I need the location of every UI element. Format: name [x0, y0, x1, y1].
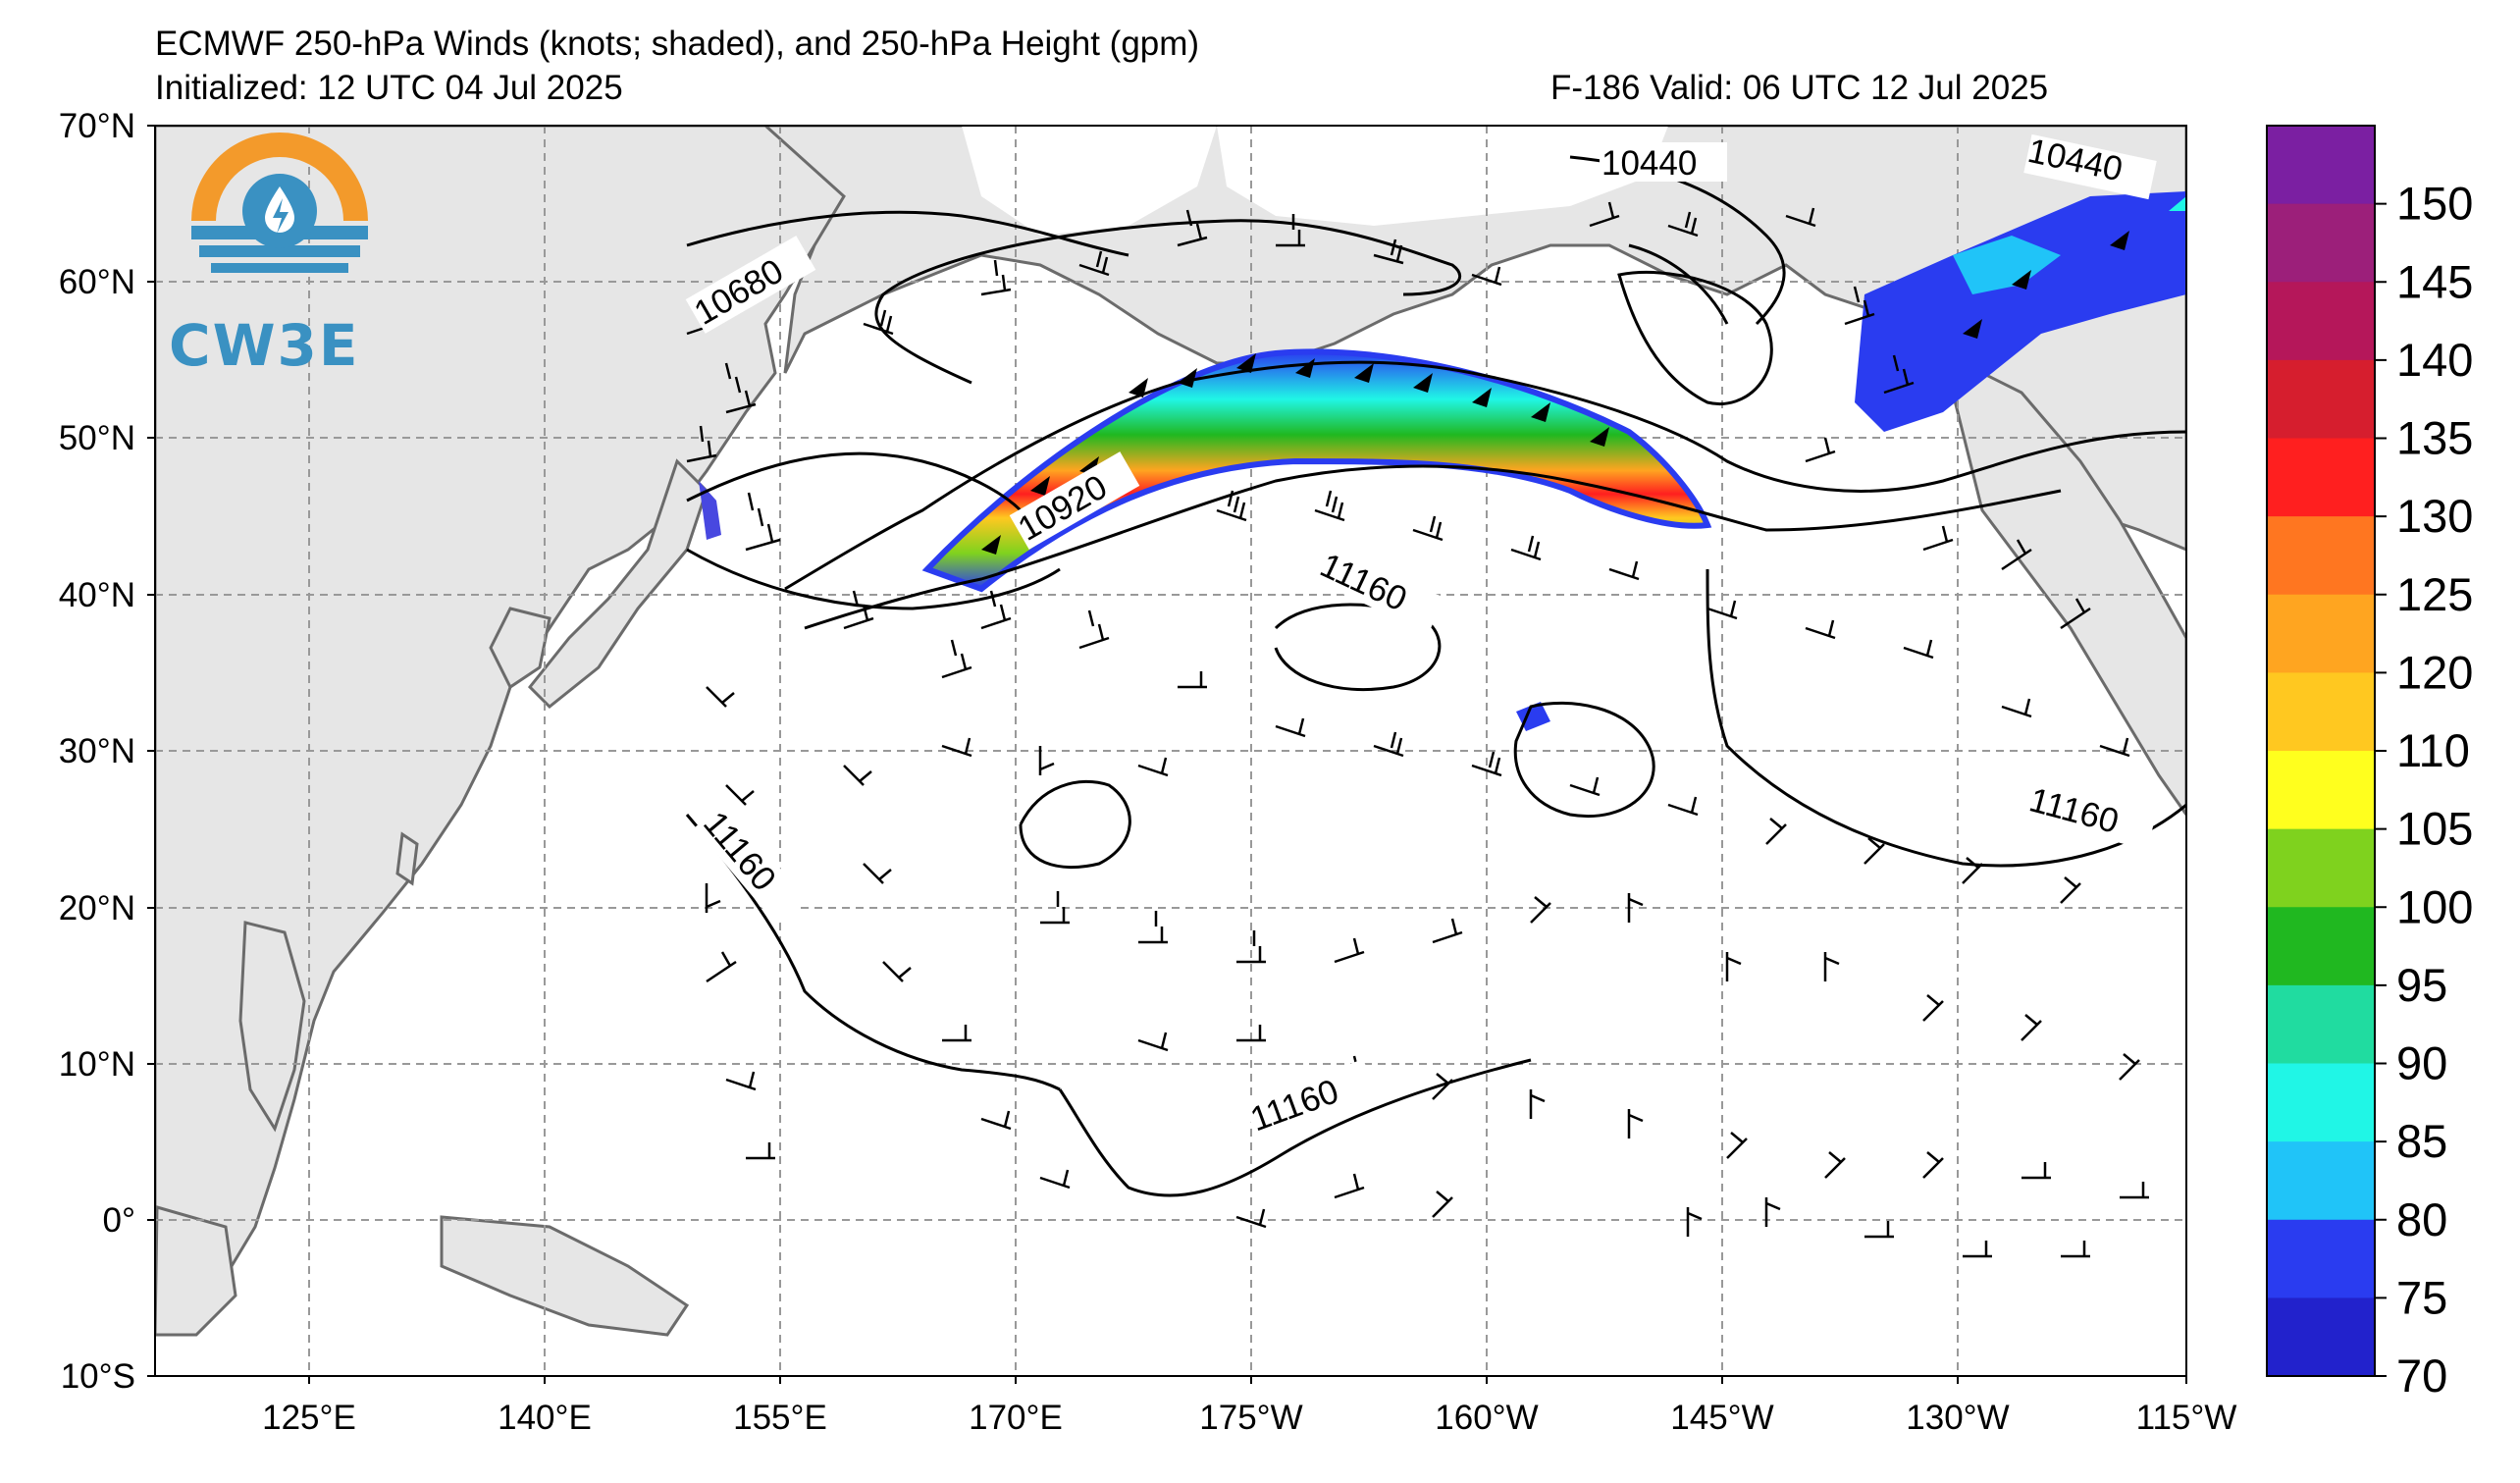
- lat-label: 50°N: [59, 419, 135, 457]
- jet-wind-flags: [981, 231, 2129, 555]
- taiwan-land: [395, 831, 419, 886]
- colorbar-bin: [2267, 907, 2375, 986]
- colorbar-tick-label: 130: [2396, 490, 2473, 542]
- colorbar-bin: [2267, 203, 2375, 283]
- lat-label: 20°N: [59, 889, 135, 927]
- lat-label: 10°N: [59, 1045, 135, 1084]
- colorbar-tick-label: 150: [2396, 178, 2473, 230]
- korea-land: [489, 607, 551, 690]
- colorbar-tick-label: 145: [2396, 255, 2473, 307]
- colorbar-tick-label: 90: [2396, 1037, 2447, 1089]
- colorbar-tick-label: 80: [2396, 1193, 2447, 1245]
- colorbar-bin: [2267, 594, 2375, 673]
- colorbar-tick-label: 95: [2396, 959, 2447, 1011]
- colorbar-bin: [2267, 516, 2375, 596]
- colorbar-tick-label: 105: [2396, 803, 2473, 855]
- colorbar-bin: [2267, 438, 2375, 517]
- colorbar-bin: [2267, 984, 2375, 1064]
- lon-label: 175°W: [1199, 1399, 1302, 1437]
- valid-time: F-186 Valid: 06 UTC 12 Jul 2025: [1550, 69, 2049, 107]
- lat-label: 10°S: [61, 1357, 135, 1396]
- lat-label: 40°N: [59, 576, 135, 614]
- colorbar-tick-label: 85: [2396, 1115, 2447, 1167]
- new-guinea-land: [440, 1215, 690, 1337]
- lon-label: 155°E: [733, 1399, 827, 1437]
- colorbar-tick-label: 140: [2396, 334, 2473, 386]
- lat-label: 60°N: [59, 263, 135, 301]
- contour-label: 10440: [1601, 144, 1697, 183]
- cw3e-logo: [191, 132, 368, 273]
- colorbar-bin: [2267, 1063, 2375, 1142]
- longitude-labels: 125°E 140°E 155°E 170°E 175°W 160°W 145°…: [262, 1399, 2236, 1437]
- colorbar-tick-label: 125: [2396, 568, 2473, 620]
- colorbar-tick-label: 120: [2396, 646, 2473, 698]
- initialized-time: Initialized: 12 UTC 04 Jul 2025: [155, 69, 623, 107]
- colorbar-tick-label: 110: [2396, 724, 2470, 776]
- lon-label: 170°E: [969, 1399, 1063, 1437]
- colorbar-tick-label: 75: [2396, 1271, 2447, 1323]
- colorbar-ticks: 150 145 140 135 130 125 120 110 105 100 95 90 85 80 75…: [2375, 178, 2473, 1402]
- wind-barbs: [686, 201, 2149, 1258]
- north-america-land: [1940, 350, 2186, 818]
- colorbar-bin: [2267, 1219, 2375, 1298]
- colorbar-tick-label: 70: [2396, 1350, 2447, 1402]
- colorbar-bin: [2267, 1141, 2375, 1221]
- philippines-land: [238, 921, 306, 1133]
- logo-text: CW3E: [169, 312, 360, 379]
- colorbar-bin: [2267, 828, 2375, 908]
- lat-label: 0°: [103, 1201, 135, 1240]
- lat-label: 70°N: [59, 107, 135, 145]
- colorbar-bin: [2267, 282, 2375, 361]
- lon-label: 145°W: [1670, 1399, 1773, 1437]
- height-contours: [685, 155, 2186, 1197]
- lat-label: 30°N: [59, 732, 135, 770]
- jet-stream-shading: [699, 191, 2186, 731]
- lon-label: 130°W: [1906, 1399, 2009, 1437]
- logo-sun-icon: [191, 132, 368, 221]
- colorbar-bin: [2267, 672, 2375, 752]
- lon-label: 125°E: [262, 1399, 356, 1437]
- colorbar-bin: [2267, 1298, 2375, 1377]
- colorbar-tick-label: 100: [2396, 880, 2473, 932]
- colorbar: [2267, 126, 2375, 1377]
- grid-lines: [155, 126, 2186, 1376]
- latitude-labels: 70°N 60°N 50°N 40°N 30°N 20°N 10°N 0° 10…: [59, 107, 135, 1396]
- axis-ticks: [147, 125, 2187, 1384]
- colorbar-bin: [2267, 126, 2375, 205]
- lon-label: 115°W: [2136, 1399, 2237, 1437]
- lon-label: 140°E: [498, 1399, 592, 1437]
- map-title: ECMWF 250-hPa Winds (knots; shaded), and…: [155, 25, 1200, 63]
- lon-label: 160°W: [1435, 1399, 1538, 1437]
- colorbar-tick-label: 135: [2396, 412, 2473, 464]
- colorbar-bin: [2267, 751, 2375, 830]
- japan-land: [527, 458, 709, 710]
- colorbar-bin: [2267, 359, 2375, 439]
